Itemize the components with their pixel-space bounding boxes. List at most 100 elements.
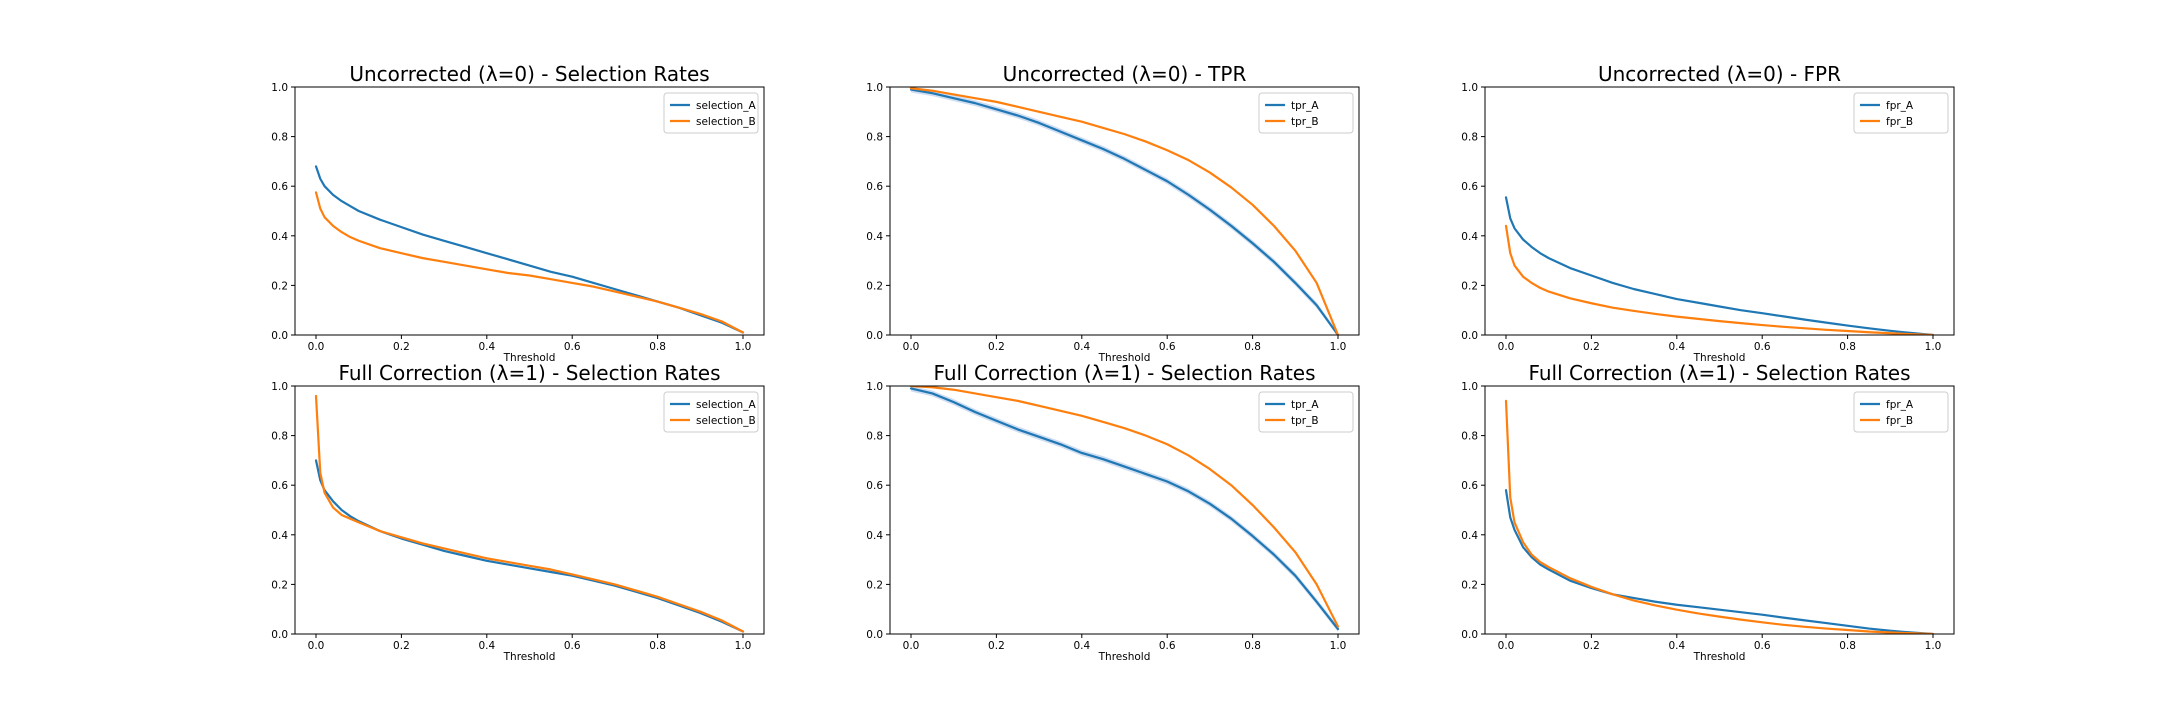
- y-tick-label: 0.6: [271, 181, 288, 193]
- x-tick-label: 0.0: [1498, 341, 1515, 353]
- y-tick-label: 0.2: [1461, 579, 1478, 591]
- x-tick-label: 0.0: [308, 640, 325, 652]
- x-axis-label: Threshold: [503, 651, 556, 663]
- x-tick-label: 0.4: [1073, 640, 1090, 652]
- chart-panel-4: Full Correction (λ=1) - Selection Rates 0…: [271, 361, 764, 663]
- y-tick-label: 0.2: [866, 579, 883, 591]
- y-tick-label: 0.4: [271, 231, 288, 243]
- y-tick-label: 0.4: [1461, 231, 1478, 243]
- x-tick-label: 0.2: [393, 640, 410, 652]
- x-tick-label: 0.2: [988, 341, 1005, 353]
- legend-label: tpr_A: [1291, 100, 1319, 112]
- x-axis-label: Threshold: [1098, 651, 1151, 663]
- chart-title: Full Correction (λ=1) - Selection Rates: [933, 361, 1315, 385]
- series-line-fpr_A: [1506, 490, 1933, 634]
- y-tick-label: 1.0: [866, 381, 883, 393]
- x-tick-label: 0.8: [649, 640, 666, 652]
- plot-area: [1506, 401, 1933, 634]
- legend-label: tpr_B: [1291, 116, 1319, 128]
- chart-panel-3: Uncorrected (λ=0) - FPR 0.0 0.2 0.4 0.6 0.8 1.…: [1461, 62, 1954, 364]
- y-tick-label: 1.0: [271, 82, 288, 94]
- y-tick-label: 0.0: [1461, 330, 1478, 342]
- x-tick-label: 0.4: [1668, 341, 1685, 353]
- legend: tpr_A tpr_B: [1259, 392, 1353, 432]
- y-tick-label: 0.8: [1461, 132, 1478, 144]
- legend: selection_A selection_B: [664, 93, 758, 133]
- y-tick-label: 0.8: [866, 431, 883, 443]
- plot-area: [316, 166, 743, 332]
- x-tick-label: 0.6: [1159, 640, 1176, 652]
- legend: fpr_A fpr_B: [1854, 93, 1948, 133]
- series-line-fpr_B: [1506, 226, 1933, 335]
- y-tick-label: 0.0: [271, 629, 288, 641]
- y-tick-label: 0.2: [866, 280, 883, 292]
- x-tick-label: 0.4: [478, 341, 495, 353]
- x-tick-label: 0.8: [1839, 341, 1856, 353]
- x-tick-label: 0.6: [564, 640, 581, 652]
- x-tick-label: 1.0: [735, 341, 752, 353]
- chart-title: Uncorrected (λ=0) - TPR: [1003, 62, 1247, 86]
- y-tick-label: 1.0: [866, 82, 883, 94]
- y-tick-label: 0.4: [866, 530, 883, 542]
- y-tick-label: 0.2: [271, 280, 288, 292]
- legend-label: selection_B: [696, 116, 756, 128]
- x-tick-label: 0.2: [1583, 341, 1600, 353]
- y-tick-label: 0.8: [271, 431, 288, 443]
- x-tick-label: 1.0: [1330, 640, 1347, 652]
- x-tick-label: 0.0: [308, 341, 325, 353]
- y-tick-label: 1.0: [271, 381, 288, 393]
- x-tick-label: 0.6: [1754, 341, 1771, 353]
- legend-label: tpr_B: [1291, 415, 1319, 427]
- chart-title: Uncorrected (λ=0) - FPR: [1598, 62, 1841, 86]
- legend-label: selection_A: [696, 399, 756, 411]
- x-tick-label: 0.2: [988, 640, 1005, 652]
- y-tick-label: 0.6: [1461, 480, 1478, 492]
- y-tick-label: 0.6: [271, 480, 288, 492]
- legend: selection_A selection_B: [664, 392, 758, 432]
- x-tick-label: 0.4: [1668, 640, 1685, 652]
- x-tick-label: 1.0: [735, 640, 752, 652]
- legend-label: fpr_B: [1886, 116, 1913, 128]
- y-tick-label: 1.0: [1461, 381, 1478, 393]
- series-line-selection_B: [316, 192, 743, 332]
- y-tick-label: 0.8: [271, 132, 288, 144]
- legend-label: tpr_A: [1291, 399, 1319, 411]
- y-tick-label: 0.2: [1461, 280, 1478, 292]
- y-tick-label: 0.8: [866, 132, 883, 144]
- x-tick-label: 0.8: [1244, 640, 1261, 652]
- y-tick-label: 0.0: [866, 629, 883, 641]
- x-tick-label: 0.8: [1244, 341, 1261, 353]
- y-tick-label: 0.0: [271, 330, 288, 342]
- y-tick-label: 1.0: [1461, 82, 1478, 94]
- y-tick-label: 0.6: [1461, 181, 1478, 193]
- chart-panel-1: Uncorrected (λ=0) - Selection Rates 0.0 0.…: [271, 62, 764, 364]
- y-tick-label: 0.0: [1461, 629, 1478, 641]
- chart-title: Full Correction (λ=1) - Selection Rates: [338, 361, 720, 385]
- legend-label: fpr_B: [1886, 415, 1913, 427]
- chart-panel-6: Full Correction (λ=1) - Selection Rates 0…: [1461, 361, 1954, 663]
- x-tick-label: 1.0: [1925, 640, 1942, 652]
- x-tick-label: 0.0: [903, 341, 920, 353]
- legend-label: selection_B: [696, 415, 756, 427]
- plot-area: [1506, 197, 1933, 335]
- y-tick-label: 0.4: [271, 530, 288, 542]
- x-tick-label: 1.0: [1330, 341, 1347, 353]
- y-tick-label: 0.8: [1461, 431, 1478, 443]
- series-line-selection_A: [316, 460, 743, 631]
- legend-label: fpr_A: [1886, 399, 1914, 411]
- y-tick-label: 0.4: [866, 231, 883, 243]
- x-tick-label: 0.0: [1498, 640, 1515, 652]
- series-line-fpr_B: [1506, 401, 1933, 634]
- y-tick-label: 0.6: [866, 480, 883, 492]
- x-tick-label: 0.8: [1839, 640, 1856, 652]
- x-tick-label: 0.0: [903, 640, 920, 652]
- chart-title: Uncorrected (λ=0) - Selection Rates: [349, 62, 709, 86]
- y-tick-label: 0.6: [866, 181, 883, 193]
- series-line-fpr_A: [1506, 197, 1933, 335]
- legend: tpr_A tpr_B: [1259, 93, 1353, 133]
- x-tick-label: 0.2: [393, 341, 410, 353]
- legend: fpr_A fpr_B: [1854, 392, 1948, 432]
- x-tick-label: 0.4: [478, 640, 495, 652]
- y-tick-label: 0.2: [271, 579, 288, 591]
- x-tick-label: 1.0: [1925, 341, 1942, 353]
